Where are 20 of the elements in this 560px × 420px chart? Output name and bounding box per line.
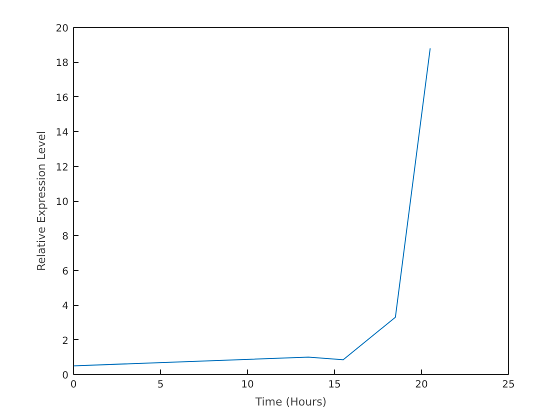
- x-axis-title: Time (Hours): [254, 396, 327, 408]
- y-tick-label: 8: [62, 232, 69, 243]
- y-tick-label: 18: [56, 58, 69, 70]
- y-tick-label: 4: [62, 301, 69, 312]
- x-tick-label: 25: [502, 380, 515, 390]
- y-tick-label: 0: [62, 370, 69, 382]
- y-axis-title: Relative Expression Level: [34, 130, 48, 272]
- line-series: [74, 48, 431, 366]
- y-tick-label: 6: [62, 266, 69, 278]
- y-tick-label: 20: [56, 24, 69, 34]
- x-tick-label: 5: [157, 380, 164, 390]
- x-tick-label: 15: [328, 380, 341, 390]
- y-tick-label: 14: [56, 128, 69, 139]
- x-tick-label: 20: [415, 380, 428, 390]
- y-tick-label: 10: [56, 197, 69, 208]
- x-tick-label: 0: [70, 380, 77, 390]
- y-tick-label: 16: [56, 92, 69, 104]
- y-tick-label: 12: [56, 162, 69, 174]
- x-tick-label: 10: [241, 380, 254, 390]
- y-tick-label: 2: [62, 336, 69, 347]
